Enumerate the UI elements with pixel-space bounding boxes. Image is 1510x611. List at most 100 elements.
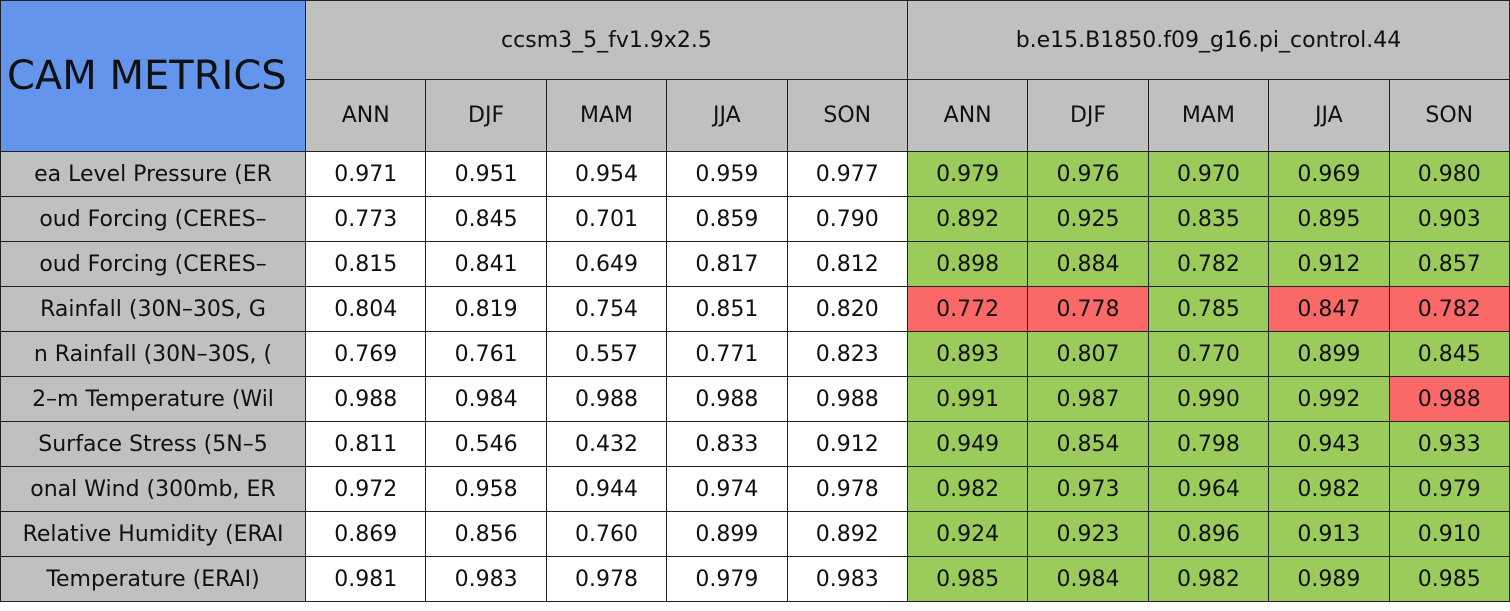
metric-cell: 0.983 xyxy=(786,556,908,602)
metric-cell: 0.815 xyxy=(304,241,427,287)
metric-cell: 0.761 xyxy=(425,331,547,377)
metric-cell: 0.944 xyxy=(545,466,668,512)
row-label: ea Level Pressure (ER xyxy=(0,151,306,197)
metric-cell: 0.978 xyxy=(786,466,908,512)
metric-cell: 0.969 xyxy=(1268,151,1390,197)
metric-cell: 0.959 xyxy=(666,151,788,197)
metric-cell: 0.988 xyxy=(545,376,668,422)
metric-cell: 0.976 xyxy=(1027,151,1149,197)
metric-cell: 0.924 xyxy=(906,511,1029,557)
data-row: Surface Stress (5N–5 0.811 0.546 0.432 0.833… xyxy=(0,421,1510,467)
metric-cell: 0.856 xyxy=(425,511,547,557)
data-row: onal Wind (300mb, ER 0.972 0.958 0.944 0.974… xyxy=(0,466,1510,512)
metric-cell: 0.804 xyxy=(304,286,427,332)
metric-cell: 0.770 xyxy=(1147,331,1270,377)
metric-cell: 0.913 xyxy=(1268,511,1390,557)
metric-cell: 0.785 xyxy=(1147,286,1270,332)
metric-cell: 0.951 xyxy=(425,151,547,197)
metric-cell: 0.773 xyxy=(304,196,427,242)
row-label: Temperature (ERAI) xyxy=(0,556,306,602)
season-header: SON xyxy=(1388,79,1510,152)
metric-cell: 0.982 xyxy=(1147,556,1270,602)
metric-cell: 0.977 xyxy=(786,151,908,197)
metric-cell: 0.892 xyxy=(786,511,908,557)
metric-cell: 0.970 xyxy=(1147,151,1270,197)
header-row: CAM METRICS ccsm3_5_fv1.9x2.5 b.e15.B185… xyxy=(0,0,1510,152)
metric-cell: 0.807 xyxy=(1027,331,1149,377)
metric-cell: 0.841 xyxy=(425,241,547,287)
metric-cell: 0.892 xyxy=(906,196,1029,242)
metric-cell: 0.819 xyxy=(425,286,547,332)
metric-cell: 0.823 xyxy=(786,331,908,377)
metric-cell: 0.943 xyxy=(1268,421,1390,467)
metric-cell: 0.923 xyxy=(1027,511,1149,557)
metric-cell: 0.778 xyxy=(1027,286,1149,332)
row-label: oud Forcing (CERES– xyxy=(0,196,306,242)
season-row: ANN DJF MAM JJA SON ANN DJF MAM JJA SON xyxy=(1,79,1510,152)
metric-cell: 0.990 xyxy=(1147,376,1270,422)
metric-cell: 0.979 xyxy=(1388,466,1510,512)
row-label: Rainfall (30N–30S, G xyxy=(0,286,306,332)
metric-cell: 0.895 xyxy=(1268,196,1390,242)
metric-cell: 0.790 xyxy=(786,196,908,242)
metric-cell: 0.884 xyxy=(1027,241,1149,287)
metric-cell: 0.859 xyxy=(666,196,788,242)
metric-cell: 0.899 xyxy=(666,511,788,557)
data-row: Rainfall (30N–30S, G 0.804 0.819 0.754 0.851… xyxy=(0,286,1510,332)
data-row: Temperature (ERAI) 0.981 0.983 0.978 0.979 0.… xyxy=(0,556,1510,602)
metric-cell: 0.546 xyxy=(425,421,547,467)
metric-cell: 0.992 xyxy=(1268,376,1390,422)
metric-cell: 0.896 xyxy=(1147,511,1270,557)
metric-cell: 0.782 xyxy=(1147,241,1270,287)
metric-cell: 0.811 xyxy=(304,421,427,467)
metric-cell: 0.754 xyxy=(545,286,668,332)
metric-cell: 0.771 xyxy=(666,331,788,377)
metric-cell: 0.833 xyxy=(666,421,788,467)
season-header: DJF xyxy=(1027,79,1149,152)
metric-cell: 0.985 xyxy=(906,556,1029,602)
metric-cell: 0.983 xyxy=(425,556,547,602)
data-row: oud Forcing (CERES– 0.815 0.841 0.649 0.817 0… xyxy=(0,241,1510,287)
metric-cell: 0.432 xyxy=(545,421,668,467)
metric-cell: 0.984 xyxy=(1027,556,1149,602)
data-row: Relative Humidity (ERAI 0.869 0.856 0.760 0.… xyxy=(0,511,1510,557)
metric-cell: 0.988 xyxy=(666,376,788,422)
data-row: ea Level Pressure (ER 0.971 0.951 0.954 0.95… xyxy=(0,151,1510,197)
metric-cell: 0.974 xyxy=(666,466,788,512)
metric-cell: 0.954 xyxy=(545,151,668,197)
metric-cell: 0.857 xyxy=(1388,241,1510,287)
metric-cell: 0.988 xyxy=(1388,376,1510,422)
metric-cell: 0.903 xyxy=(1388,196,1510,242)
title: CAM METRICS xyxy=(0,0,306,152)
season-header: ANN xyxy=(304,79,427,152)
metric-cell: 0.978 xyxy=(545,556,668,602)
model-header: ccsm3_5_fv1.9x2.5 xyxy=(305,0,908,80)
metric-cell: 0.649 xyxy=(545,241,668,287)
metric-cell: 0.989 xyxy=(1268,556,1390,602)
row-label: onal Wind (300mb, ER xyxy=(0,466,306,512)
metric-cell: 0.987 xyxy=(1027,376,1149,422)
data-row: n Rainfall (30N–30S, (0.769 0.761 0.557 0.7… xyxy=(0,331,1510,377)
metric-cell: 0.817 xyxy=(666,241,788,287)
metric-cell: 0.988 xyxy=(304,376,427,422)
metric-cell: 0.835 xyxy=(1147,196,1270,242)
metric-cell: 0.981 xyxy=(304,556,427,602)
metric-cell: 0.760 xyxy=(545,511,668,557)
metric-cell: 0.893 xyxy=(906,331,1029,377)
metric-cell: 0.820 xyxy=(786,286,908,332)
metric-cell: 0.991 xyxy=(906,376,1029,422)
metric-cell: 0.972 xyxy=(304,466,427,512)
metric-cell: 0.912 xyxy=(786,421,908,467)
metric-cell: 0.557 xyxy=(545,331,668,377)
metric-cell: 0.869 xyxy=(304,511,427,557)
row-label: Relative Humidity (ERAI xyxy=(0,511,306,557)
metric-cell: 0.812 xyxy=(786,241,908,287)
metric-cell: 0.845 xyxy=(425,196,547,242)
metric-cell: 0.971 xyxy=(304,151,427,197)
metric-cell: 0.949 xyxy=(906,421,1029,467)
metric-cell: 0.979 xyxy=(906,151,1029,197)
metric-cell: 0.769 xyxy=(304,331,427,377)
season-header: MAM xyxy=(545,79,668,152)
